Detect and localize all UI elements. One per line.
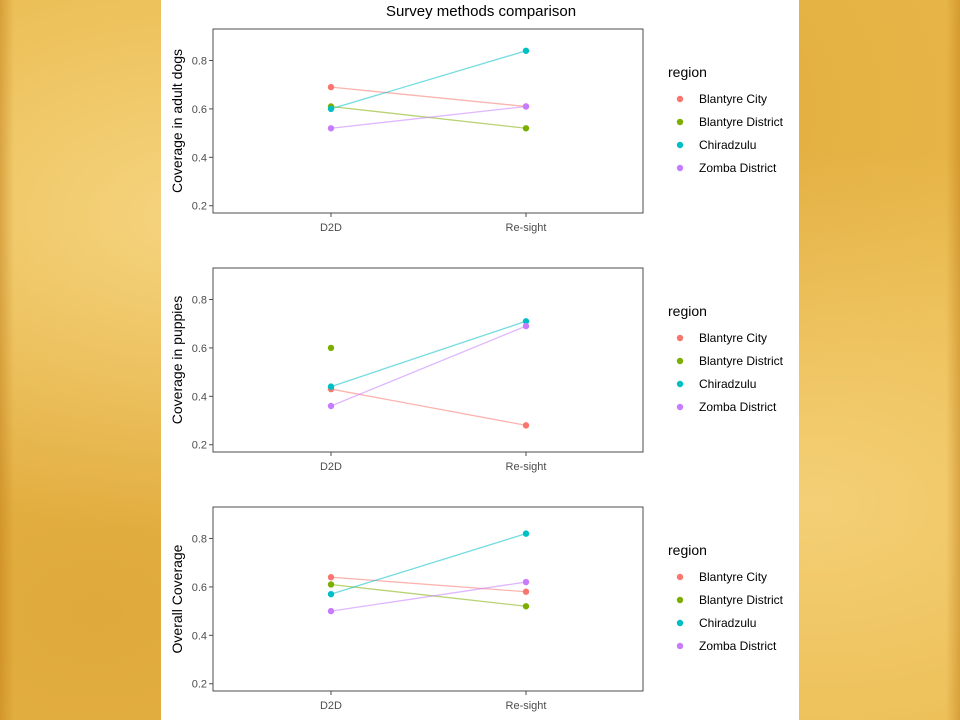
plot-border [212,506,644,692]
data-point [327,125,335,132]
data-point [327,607,335,615]
legend-key [676,95,684,103]
y-axis-label: Overall Coverage [169,544,185,653]
data-point [522,318,530,325]
data-point [522,603,530,610]
legend-key [676,642,684,650]
y-tick-label: 0.8 [192,294,207,306]
y-tick-label: 0.8 [192,533,207,545]
x-tick-label: Re-sight [506,461,547,473]
series-line [330,576,527,593]
legend-key [676,619,684,627]
data-point [522,578,530,586]
y-tick-label: 0.6 [192,343,207,355]
x-tick-label: Re-sight [506,222,547,234]
y-tick-label: 0.2 [192,201,207,213]
x-tick-label: Re-sight [506,700,547,712]
y-tick-label: 0.6 [192,582,207,594]
y-tick-label: 0.8 [192,55,207,67]
data-point [522,322,530,330]
legend-key [676,141,684,149]
data-point [522,422,530,429]
y-axis-label: Coverage in puppies [169,296,185,424]
series-line [330,105,527,129]
series-line [330,86,527,108]
legend-title: region [668,542,707,558]
x-tick-label: D2D [320,700,342,712]
data-point [327,581,335,588]
data-point [327,83,335,91]
series-line [330,50,527,110]
data-point [327,590,335,598]
data-point [327,574,335,581]
data-point [327,383,335,390]
y-tick-label: 0.4 [192,391,207,403]
series-line [330,325,527,407]
y-tick-label: 0.2 [192,440,207,452]
series-line [330,533,527,595]
series-line [330,583,527,607]
series-line [330,388,527,427]
legend-label: Blantyre District [699,354,784,368]
data-point [522,125,530,132]
background-edge-right [946,0,960,720]
legend-label: Zomba District [699,161,777,175]
y-axis-label: Coverage in adult dogs [169,49,185,193]
legend-label: Blantyre City [699,92,767,106]
y-tick-label: 0.6 [192,104,207,116]
legend-label: Zomba District [699,639,777,653]
legend-label: Blantyre District [699,593,784,607]
chart-title: Survey methods comparison [386,3,576,20]
legend-title: region [668,303,707,319]
legend-key [676,596,684,604]
data-point [522,588,530,595]
legend-label: Blantyre City [699,331,767,345]
legend-label: Chiradzulu [699,138,756,152]
data-point [327,402,335,410]
plot-border [212,267,644,453]
series-line [330,320,527,388]
data-point [522,103,530,110]
legend-key [676,380,684,388]
legend-key [676,357,684,365]
legend-title: region [668,64,707,80]
chart-panel [161,0,799,720]
x-tick-label: D2D [320,461,342,473]
y-tick-label: 0.2 [192,679,207,691]
x-tick-label: D2D [320,222,342,234]
y-tick-label: 0.4 [192,630,207,642]
legend-label: Blantyre City [699,570,767,584]
legend-key [676,573,684,581]
legend-label: Zomba District [699,400,777,414]
legend-key [676,118,684,126]
data-point [522,530,530,537]
y-tick-label: 0.4 [192,152,207,164]
legend-key [676,164,684,172]
legend-key [676,403,684,411]
data-point [327,344,335,352]
legend-label: Chiradzulu [699,377,756,391]
legend-label: Blantyre District [699,115,784,129]
series-line [330,581,527,612]
background-edge-left [0,0,14,720]
plot-border [212,28,644,214]
legend-key [676,334,684,342]
legend-label: Chiradzulu [699,616,756,630]
data-point [327,105,335,113]
data-point [522,47,530,54]
